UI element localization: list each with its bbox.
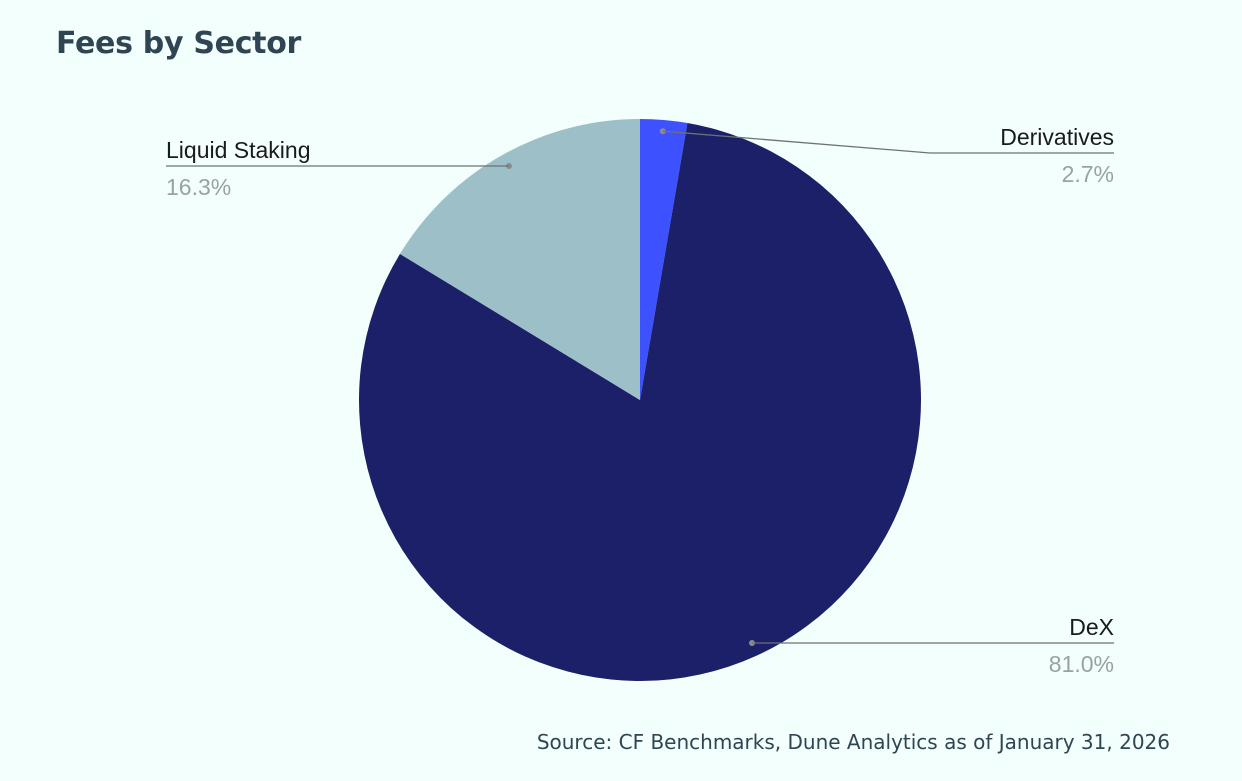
pie-slice-derivatives (640, 119, 688, 400)
slice-label-derivatives: Derivatives (1000, 124, 1114, 150)
leader-lines (166, 128, 1114, 646)
pie-slice-liquid-staking (399, 119, 640, 400)
slice-value-dex: 81.0% (1049, 651, 1114, 677)
slice-value-liquid-staking: 16.3% (166, 174, 231, 200)
pie-slices (359, 119, 921, 681)
pie-slice-dex (359, 123, 921, 681)
leader-line-derivatives (662, 130, 1114, 154)
chart-title: Fees by Sector (56, 26, 302, 61)
slice-value-derivatives: 2.7% (1062, 161, 1114, 187)
source-note: Source: CF Benchmarks, Dune Analytics as… (536, 730, 1170, 754)
slice-labels: Derivatives 2.7% DeX 81.0% Liquid Staking 16.… (166, 124, 1114, 677)
slice-label-dex: DeX (1069, 614, 1114, 640)
slice-label-liquid-staking: Liquid Staking (166, 137, 311, 163)
